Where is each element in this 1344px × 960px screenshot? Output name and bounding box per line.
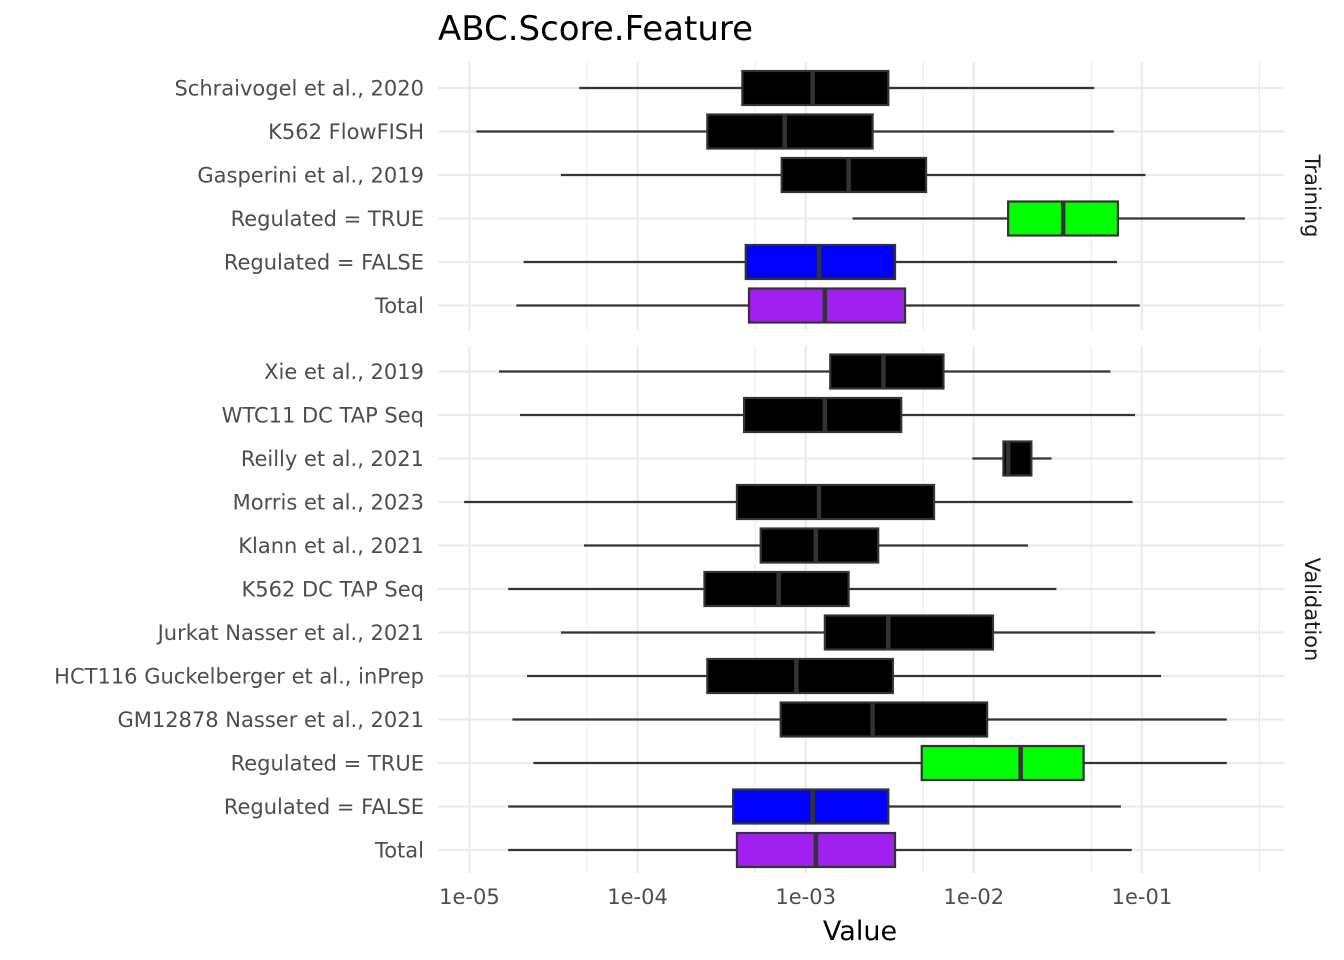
panel-validation: Xie et al., 2019 WTC11 DC TAP Seq Reilly e… (54, 346, 1324, 873)
box-row (516, 287, 1140, 324)
box-row (583, 527, 1028, 564)
box-row (560, 156, 1146, 194)
y-tick-label: Klann et al., 2021 (238, 534, 424, 558)
y-tick-label: Regulated = FALSE (224, 795, 424, 819)
box (920, 744, 1085, 782)
box-row (508, 570, 1057, 608)
box-row (527, 657, 1162, 695)
strip-label: Training (1300, 154, 1324, 238)
x-tick-label: 1e-02 (944, 885, 1005, 909)
box (823, 614, 995, 651)
y-tick-label: Morris et al., 2023 (233, 491, 424, 515)
box-row (560, 614, 1156, 651)
panel-training: Schraivogel et al., 2020 K562 FlowFISH Gas… (174, 62, 1324, 330)
box-row (972, 440, 1052, 477)
y-tick-label: Total (374, 294, 424, 318)
panels: Schraivogel et al., 2020 K562 FlowFISH Gas… (54, 62, 1324, 873)
x-tick-label: 1e-03 (775, 885, 836, 909)
y-tick-label: Regulated = FALSE (224, 251, 424, 275)
box (759, 527, 880, 564)
box-row (523, 243, 1117, 281)
y-tick-label: Jurkat Nasser et al., 2021 (156, 621, 424, 645)
y-tick-label: HCT116 Guckelberger et al., inPrep (54, 665, 424, 689)
x-tick-label: 1e-04 (607, 885, 668, 909)
y-tick-label: Regulated = TRUE (231, 752, 424, 776)
box (735, 483, 936, 521)
y-tick-label: WTC11 DC TAP Seq (222, 404, 424, 428)
x-tick-label: 1e-01 (1112, 885, 1173, 909)
y-tick-label: Gasperini et al., 2019 (197, 164, 424, 188)
box-row (476, 113, 1114, 150)
x-axis-title: Value (823, 916, 897, 947)
box-row (520, 396, 1136, 434)
y-tick-label: K562 FlowFISH (268, 120, 424, 144)
box-row (499, 353, 1111, 390)
x-axis: 1e-05 1e-04 1e-03 1e-02 1e-01 (439, 885, 1172, 909)
y-tick-label: GM12878 Nasser et al., 2021 (117, 708, 424, 732)
strip-label: Validation (1300, 558, 1324, 662)
y-tick-label: Schraivogel et al., 2020 (174, 77, 424, 101)
box (779, 701, 989, 738)
y-tick-label: Reilly et al., 2021 (241, 447, 424, 471)
x-tick-label: 1e-05 (439, 885, 500, 909)
box-row (852, 200, 1245, 237)
box (706, 657, 894, 695)
box (829, 353, 945, 390)
box (780, 156, 928, 194)
y-tick-label: Total (374, 839, 424, 863)
box (706, 113, 874, 150)
box-row (579, 69, 1095, 107)
box-row (512, 701, 1227, 738)
box-row (533, 744, 1227, 782)
y-tick-label: Xie et al., 2019 (264, 360, 424, 384)
y-tick-label: Regulated = TRUE (231, 207, 424, 231)
box (741, 69, 890, 107)
y-tick-label: K562 DC TAP Seq (241, 578, 424, 602)
box-row (508, 831, 1132, 869)
box-row (508, 788, 1121, 825)
chart-title: ABC.Score.Feature (438, 9, 753, 49)
box-row (464, 483, 1133, 521)
